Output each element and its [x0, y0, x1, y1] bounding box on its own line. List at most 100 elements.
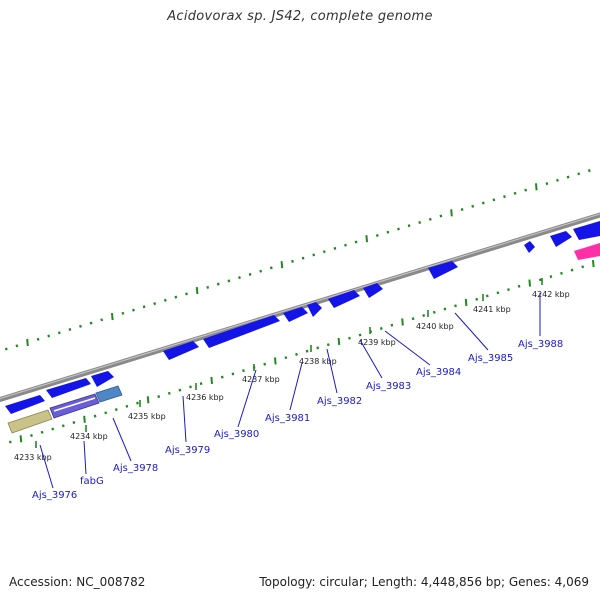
minor-tick — [93, 414, 97, 418]
minor-tick — [301, 256, 305, 260]
gene-label[interactable]: Ajs_3983 — [366, 381, 411, 392]
minor-tick — [8, 440, 12, 444]
minor-tick — [61, 424, 65, 428]
gene-label[interactable]: Ajs_3980 — [214, 429, 259, 440]
minor-tick — [560, 271, 563, 275]
gene-feature[interactable] — [95, 385, 123, 403]
minor-tick — [333, 246, 337, 250]
gene-feature[interactable] — [163, 341, 199, 360]
minor-tick — [248, 272, 252, 276]
gene-feature[interactable] — [5, 395, 45, 414]
genome-backbone — [0, 212, 600, 403]
minor-tick — [422, 314, 426, 317]
gene-feature[interactable] — [573, 221, 600, 240]
major-tick — [111, 313, 114, 321]
minor-tick — [513, 191, 517, 195]
major-tick — [450, 209, 453, 217]
major-tick — [146, 396, 150, 404]
minor-tick — [587, 169, 591, 173]
minor-tick — [269, 266, 273, 270]
minor-tick — [577, 172, 581, 176]
gene-feature[interactable] — [550, 231, 572, 247]
genome-backbone-highlight — [0, 213, 600, 399]
minor-tick — [492, 198, 496, 202]
minor-tick — [189, 385, 192, 389]
minor-tick — [354, 240, 358, 244]
minor-tick — [72, 421, 76, 424]
minor-tick — [79, 324, 82, 328]
minor-tick — [242, 369, 245, 373]
minor-tick — [386, 230, 390, 234]
minor-tick — [121, 311, 125, 315]
minor-tick — [104, 411, 108, 415]
minor-tick — [206, 285, 210, 289]
minor-tick — [57, 331, 61, 335]
gene-feature[interactable] — [49, 393, 100, 419]
kbp-label: 4242 kbp — [532, 290, 570, 299]
major-tick — [210, 376, 213, 384]
gene-label[interactable]: fabG — [80, 476, 104, 487]
gene-label[interactable]: Ajs_3979 — [165, 445, 210, 456]
gene-label[interactable]: Ajs_3985 — [468, 353, 513, 364]
minor-tick — [47, 334, 51, 338]
minor-tick — [89, 321, 93, 325]
minor-tick — [114, 408, 118, 412]
gene-feature[interactable] — [283, 307, 308, 322]
minor-tick — [174, 295, 178, 299]
gene-feature[interactable] — [203, 315, 280, 348]
gene-feature[interactable] — [7, 409, 53, 434]
minor-tick — [100, 318, 104, 322]
major-tick — [195, 287, 199, 295]
map-title: Acidovorax sp. JS42, complete genome — [167, 9, 433, 24]
gene-feature[interactable] — [307, 302, 322, 317]
gene-feature[interactable] — [46, 378, 91, 398]
minor-tick — [326, 343, 330, 347]
gene-feature[interactable] — [524, 241, 535, 253]
outer-tick-row — [4, 169, 591, 351]
minor-tick — [517, 284, 521, 288]
minor-tick — [375, 234, 379, 237]
minor-tick — [142, 305, 146, 309]
minor-tick — [125, 404, 129, 408]
minor-tick — [428, 217, 432, 221]
minor-tick — [4, 347, 8, 351]
major-tick — [592, 260, 595, 268]
major-tick — [274, 357, 277, 365]
minor-tick — [157, 395, 161, 399]
topology-text: Topology: circular; Length: 4,448,856 bp… — [259, 575, 589, 589]
major-tick — [535, 183, 538, 191]
gene-feature[interactable] — [428, 261, 458, 279]
gene-label[interactable]: Ajs_3984 — [416, 367, 461, 378]
gene-feature[interactable] — [363, 283, 383, 298]
minor-tick — [538, 278, 542, 282]
minor-tick — [132, 308, 135, 312]
gene-feature[interactable] — [91, 371, 114, 387]
gene-label[interactable]: Ajs_3978 — [113, 463, 158, 474]
kbp-scale: 4233 kbp 4234 kbp 4235 kbp 4236 kbp 4237 kbp… — [14, 278, 570, 462]
minor-tick — [439, 214, 443, 218]
minor-tick — [295, 352, 298, 356]
major-tick — [280, 261, 284, 269]
major-tick — [528, 279, 531, 287]
gene-feature[interactable] — [328, 290, 360, 308]
minor-tick — [390, 323, 394, 327]
gene-label[interactable]: Ajs_3976 — [32, 490, 77, 501]
gene-feature[interactable] — [574, 243, 600, 260]
gene-label[interactable]: Ajs_3982 — [317, 396, 362, 407]
major-tick — [401, 318, 404, 326]
gene-label[interactable]: Ajs_3981 — [265, 413, 310, 424]
gene-label[interactable]: Ajs_3988 — [518, 339, 563, 350]
minor-tick — [15, 344, 19, 348]
minor-tick — [284, 356, 288, 360]
minor-tick — [581, 265, 585, 269]
minor-tick — [227, 279, 231, 283]
kbp-label: 4234 kbp — [70, 432, 108, 441]
minor-tick — [481, 201, 485, 205]
major-tick — [464, 298, 468, 307]
minor-tick — [40, 430, 44, 434]
minor-tick — [344, 243, 347, 247]
minor-tick — [291, 259, 294, 263]
major-tick — [26, 338, 29, 347]
minor-tick — [231, 372, 235, 376]
